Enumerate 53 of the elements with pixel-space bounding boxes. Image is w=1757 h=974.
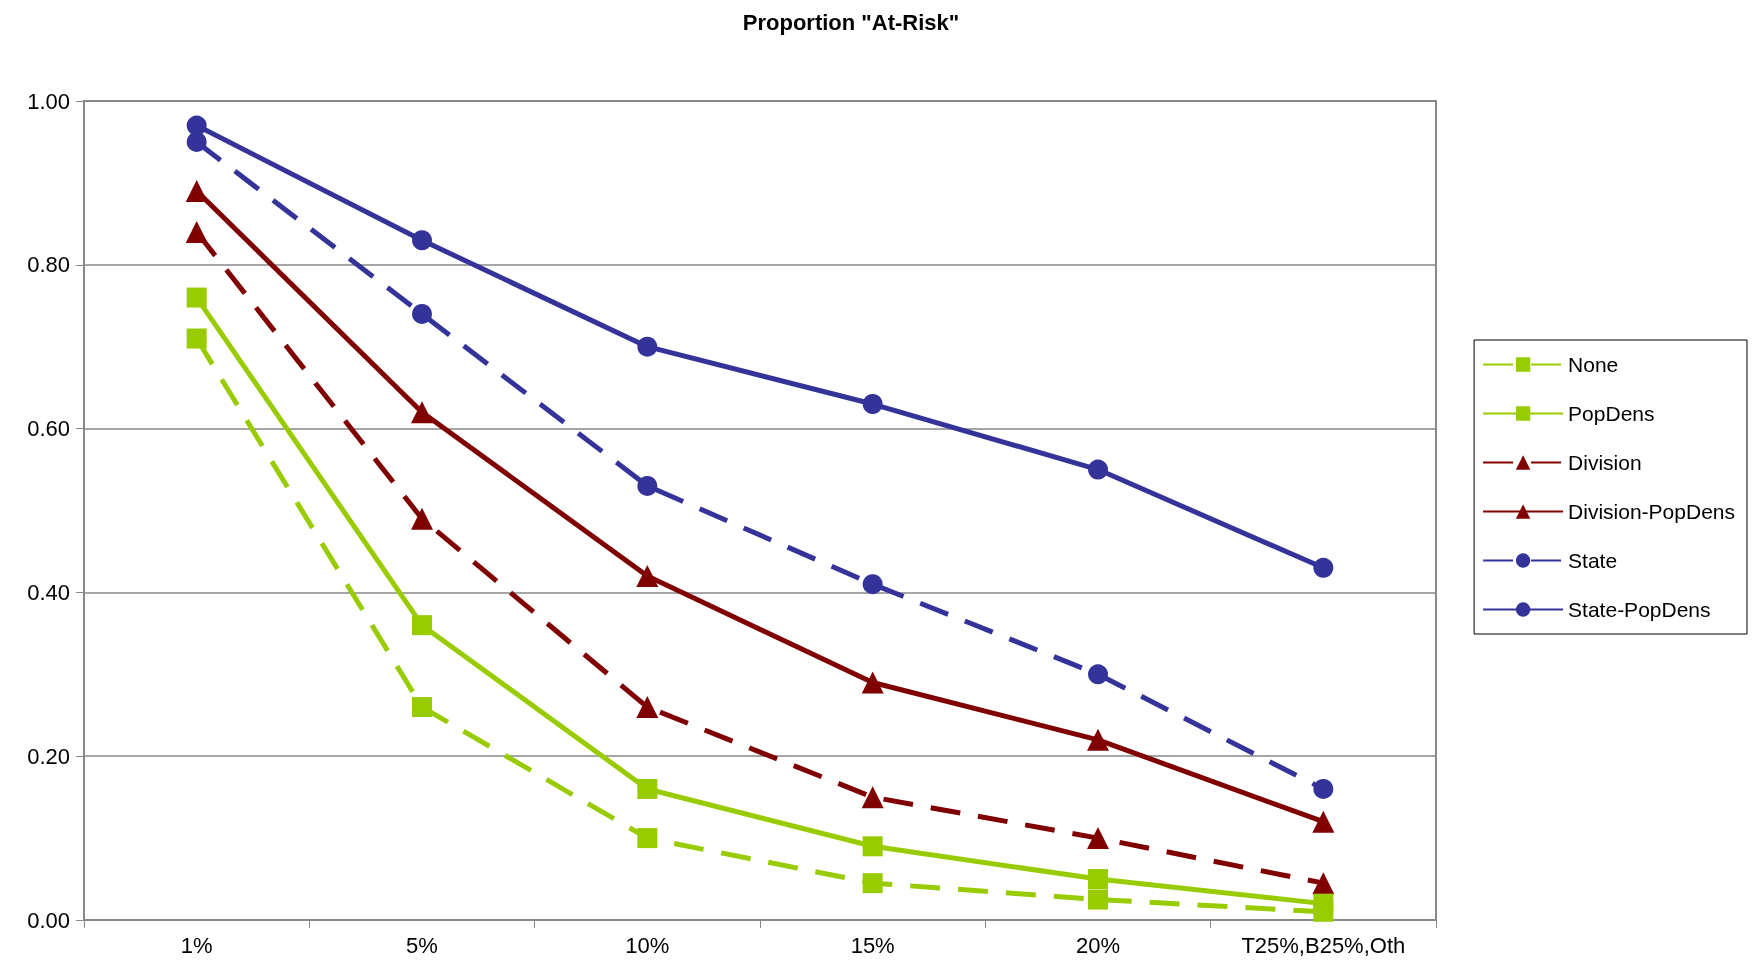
y-tick-label: 1.00 [27,88,70,114]
point [185,180,208,203]
x-tick-label: T25%,B25%,Oth [1241,932,1406,958]
legend-label: State-PopDens [1568,598,1711,621]
point [1312,810,1335,833]
point [1313,778,1334,799]
legend-label: Division-PopDens [1568,500,1735,523]
x-tick-label: 15% [850,932,895,958]
point [186,328,207,349]
point [861,671,884,694]
point [1088,664,1108,685]
point [1088,459,1108,480]
point [1312,872,1335,895]
point [412,615,432,636]
point [1087,827,1109,850]
point [637,778,658,799]
x-tick-label: 20% [1075,932,1121,958]
point [1088,889,1108,910]
y-tick-label: 0.00 [27,907,70,933]
chart-title: Proportion "At-Risk" [742,9,960,35]
y-tick-label: 0.40 [27,579,70,605]
point [1088,869,1108,890]
legend-label: None [1568,353,1619,376]
y-tick-label: 0.60 [27,416,70,442]
point [636,565,659,588]
point [862,836,883,857]
point [861,786,884,809]
point [637,475,658,496]
point [185,221,208,244]
point [186,287,207,308]
point [637,828,658,849]
point [637,336,658,357]
point [412,230,432,251]
point [412,697,432,718]
legend-label: Division [1568,451,1642,474]
y-tick-label: 0.20 [27,743,70,769]
point [1087,728,1109,751]
point [862,873,883,894]
point [1313,901,1334,922]
point [186,131,207,152]
point [1313,557,1334,578]
legend-label: State [1568,549,1618,572]
point [862,574,883,595]
x-tick-label: 5% [406,932,438,958]
legend-label: PopDens [1568,402,1655,425]
point [412,303,432,324]
point [636,696,659,719]
point [411,401,433,424]
point [411,507,433,530]
y-tick-label: 0.80 [27,252,70,278]
point [862,394,883,415]
x-tick-label: 10% [625,932,670,958]
x-tick-label: 1% [180,932,213,958]
